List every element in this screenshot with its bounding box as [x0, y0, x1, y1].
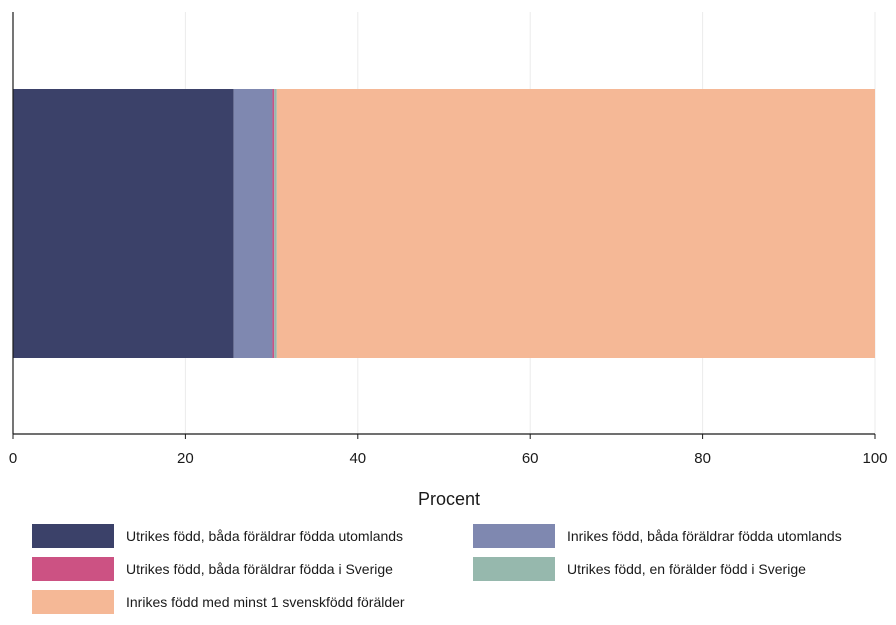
legend-item: Inrikes född, båda föräldrar födda utoml…	[473, 524, 842, 548]
legend-swatch	[32, 524, 114, 548]
x-tick-label: 100	[862, 450, 887, 467]
legend-label: Utrikes född, båda föräldrar födda utoml…	[126, 528, 403, 544]
bar-segment	[276, 89, 876, 358]
legend-swatch	[32, 590, 114, 614]
legend-label: Inrikes född med minst 1 svenskfödd förä…	[126, 594, 405, 610]
bar-segments	[13, 89, 876, 358]
x-tick-label: 20	[177, 450, 194, 467]
legend-swatch	[473, 557, 555, 581]
x-tick-labels: 0 20 40 60 80 100	[9, 450, 888, 467]
legend-swatch	[473, 524, 555, 548]
legend-item: Inrikes född med minst 1 svenskfödd förä…	[32, 590, 405, 614]
x-tick-label: 80	[694, 450, 711, 467]
axes	[12, 12, 876, 439]
legend-item: Utrikes född, båda föräldrar födda utoml…	[32, 524, 403, 548]
legend: Utrikes född, båda föräldrar födda utoml…	[32, 524, 842, 614]
x-tick-label: 0	[9, 450, 17, 467]
legend-item: Utrikes född, båda föräldrar födda i Sve…	[32, 557, 393, 581]
bar-segment	[233, 89, 273, 358]
x-axis-title: Procent	[418, 489, 480, 509]
x-tick-label: 60	[522, 450, 539, 467]
legend-item: Utrikes född, en förälder född i Sverige	[473, 557, 806, 581]
bar-segment	[13, 89, 234, 358]
legend-swatch	[32, 557, 114, 581]
legend-label: Utrikes född, båda föräldrar födda i Sve…	[126, 561, 393, 577]
bar-segment	[272, 89, 275, 358]
x-tick-label: 40	[349, 450, 366, 467]
bar-segment	[274, 89, 277, 358]
legend-label: Inrikes född, båda föräldrar födda utoml…	[567, 528, 842, 544]
legend-label: Utrikes född, en förälder född i Sverige	[567, 561, 806, 577]
